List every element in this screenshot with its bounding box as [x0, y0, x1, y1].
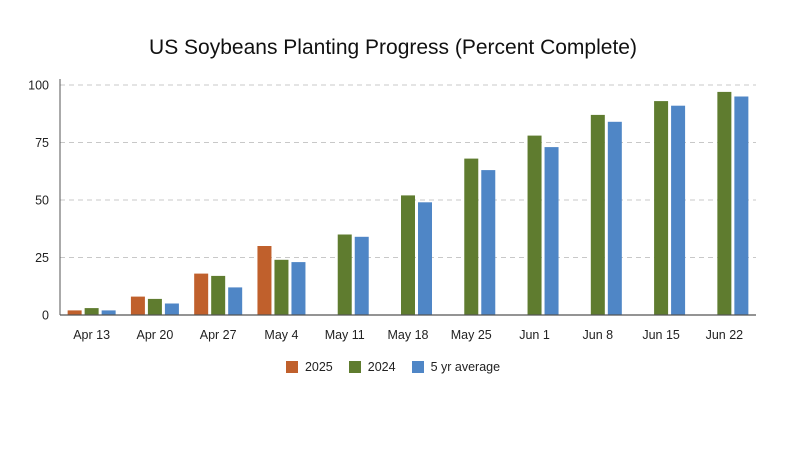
legend-swatch: [285, 361, 298, 373]
y-tick-label: 0: [42, 309, 49, 323]
legend-swatch: [411, 361, 424, 373]
legend-item: 5 yr average: [411, 360, 501, 374]
bar-2024: [527, 135, 542, 315]
gridlines: [60, 84, 756, 258]
y-tick-label: 100: [28, 79, 49, 93]
bar-2024: [274, 259, 289, 315]
x-tick-label: Apr 27: [200, 328, 237, 342]
legend: 2025 2024 5 yr average: [0, 360, 786, 374]
bar-2025: [257, 246, 272, 315]
bars: [67, 91, 749, 316]
bar-2024: [84, 308, 99, 315]
bar-5-yr-average: [671, 105, 686, 315]
x-tick-label: Jun 22: [706, 328, 744, 342]
legend-item: 2024: [348, 360, 396, 374]
bar-5-yr-average: [418, 202, 432, 315]
bar-2024: [337, 234, 352, 315]
bar-5-yr-average: [354, 236, 369, 315]
bar-2024: [590, 114, 605, 316]
x-tick-label: Apr 13: [73, 328, 110, 342]
y-tick-label: 50: [35, 194, 49, 208]
bar-2024: [401, 195, 415, 315]
bar-2024: [717, 91, 732, 316]
x-tick-label: Apr 20: [136, 328, 173, 342]
bar-2025: [130, 296, 145, 315]
x-tick-label: May 25: [451, 328, 492, 342]
bar-2024: [654, 101, 669, 315]
bar-5-yr-average: [734, 96, 749, 315]
bar-5-yr-average: [481, 170, 496, 315]
legend-label: 2025: [304, 360, 333, 374]
bar-2024: [464, 158, 479, 315]
bar-5-yr-average: [544, 147, 559, 315]
bar-5-yr-average: [164, 303, 179, 315]
x-tick-label: Jun 15: [642, 328, 680, 342]
bar-5-yr-average: [101, 310, 116, 315]
bar-2025: [194, 273, 209, 315]
y-tick-label: 75: [35, 136, 49, 150]
legend-swatch: [348, 361, 361, 373]
x-tick-label: Jun 1: [519, 328, 550, 342]
legend-label: 5 yr average: [430, 360, 501, 374]
bar-5-yr-average: [291, 262, 306, 315]
bar-2024: [211, 275, 226, 315]
bar-5-yr-average: [607, 121, 622, 315]
legend-item: 2025: [285, 360, 333, 374]
bar-5-yr-average: [228, 287, 243, 315]
tick-labels: 0 25 50 75 100 Apr 13 Apr 20 Apr 27 May 4 May 11 M…: [28, 79, 743, 343]
x-tick-label: May 18: [388, 328, 429, 342]
y-tick-label: 25: [35, 251, 49, 265]
chart-title: US Soybeans Planting Progress (Percent C…: [149, 36, 637, 59]
x-tick-label: May 11: [325, 328, 365, 342]
x-tick-label: May 4: [264, 328, 298, 342]
legend-label: 2024: [367, 360, 396, 374]
x-tick-label: Jun 8: [583, 328, 614, 342]
bar-2024: [147, 298, 162, 315]
bar-2025: [67, 310, 82, 315]
axes: [59, 79, 756, 316]
